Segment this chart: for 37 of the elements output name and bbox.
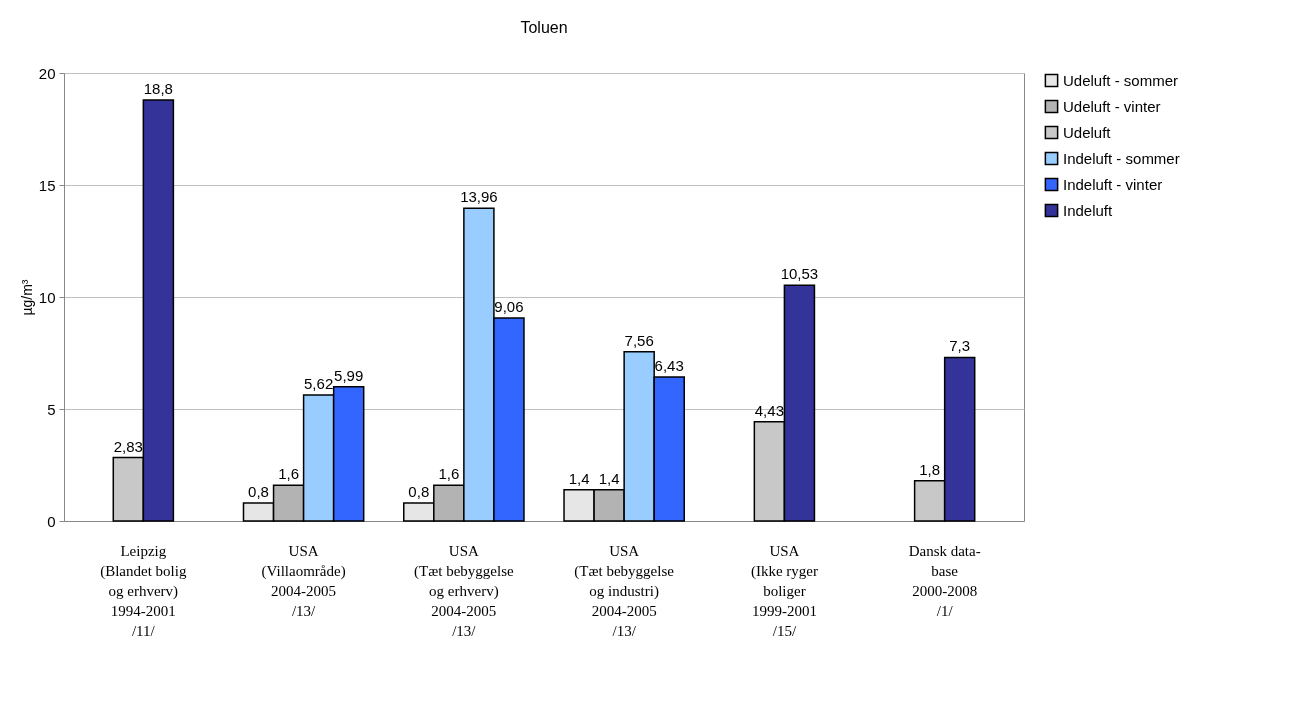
x-tick-label: Leipzig (Blandet bolig og erhverv) 1994-2001 /11/ [100, 542, 187, 639]
data-label: 4,43 [754, 401, 784, 419]
data-label: 0,8 [248, 483, 269, 501]
data-label: 7,3 [949, 337, 971, 355]
data-label: 0,8 [408, 483, 430, 501]
x-tick-label: USA (Tæt bebyggelse og industri) 2004-2005 /13/ [574, 542, 675, 639]
data-label: 1,4 [568, 469, 590, 487]
chart-title: Toluen [520, 19, 568, 36]
data-label: 5,99 [334, 366, 364, 384]
data-label: 1,6 [278, 465, 299, 483]
x-tick-label: Dansk data- base 2000-2008 /1/ [908, 542, 981, 619]
data-label: 1,8 [919, 460, 941, 478]
data-label: 7,56 [624, 331, 654, 349]
y-tick-label: 10 [38, 288, 56, 306]
legend-label: Indeluft - vinter [1063, 175, 1163, 193]
x-tick-label: USA (Villaområde) 2004-2005 /13/ [261, 542, 346, 619]
x-tick-label: USA (Ikke ryger boliger 1999-2001 /15/ [750, 542, 818, 639]
legend-label: Udeluft - sommer [1063, 71, 1179, 89]
y-tick-label: 15 [38, 176, 56, 194]
y-tick-label: 5 [47, 400, 56, 418]
data-label: 1,6 [438, 465, 460, 483]
data-label: 2,83 [113, 437, 143, 455]
y-axis-title: µg/m³ [18, 279, 35, 316]
y-tick-label: 20 [38, 64, 56, 82]
legend-label: Indeluft [1063, 201, 1114, 219]
legend-label: Udeluft - vinter [1063, 97, 1161, 115]
x-tick-label: USA (Tæt bebyggelse og erhverv) 2004-2005 /13/ [414, 542, 514, 639]
data-label: 9,06 [494, 298, 524, 316]
data-label: 1,4 [598, 469, 620, 487]
y-tick-label: 0 [47, 512, 56, 530]
data-label: 5,62 [304, 375, 334, 393]
legend-label: Udeluft [1063, 123, 1112, 141]
data-label: 13,96 [460, 188, 498, 206]
data-label: 10,53 [780, 265, 819, 283]
legend-label: Indeluft - sommer [1063, 149, 1180, 167]
data-label: 18,8 [143, 79, 173, 97]
data-label: 6,43 [654, 356, 684, 374]
